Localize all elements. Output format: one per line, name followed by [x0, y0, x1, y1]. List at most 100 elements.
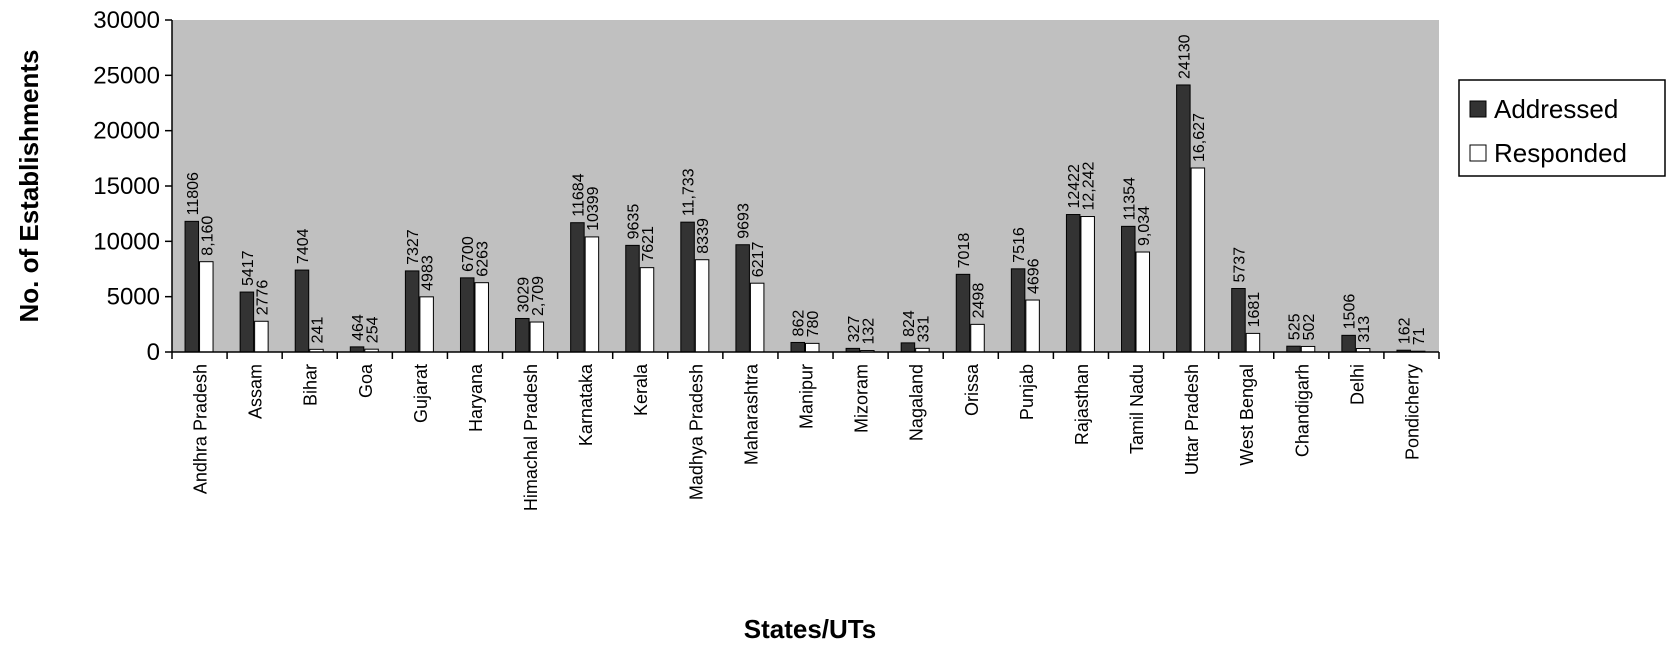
bar-addressed — [239, 291, 255, 353]
data-label-addressed: 327 — [846, 316, 863, 343]
data-label-responded: 6217 — [750, 242, 767, 278]
y-tick-label: 10000 — [93, 228, 160, 255]
data-label-addressed: 162 — [1397, 317, 1414, 344]
category-label: Mizoram — [852, 364, 872, 433]
category-label: Tamil Nadu — [1127, 364, 1147, 454]
bar-responded — [1190, 167, 1206, 353]
bar-responded — [694, 259, 710, 353]
bar-responded — [1025, 299, 1040, 353]
data-label-responded: 2498 — [971, 283, 988, 319]
data-label-responded: 6263 — [475, 241, 492, 277]
data-label-addressed: 862 — [791, 310, 808, 337]
bar-addressed — [570, 222, 585, 353]
data-label-addressed: 7516 — [1011, 227, 1028, 263]
category-label: Uttar Pradesh — [1182, 364, 1202, 475]
category-label: West Bengal — [1237, 364, 1257, 466]
data-label-addressed: 7404 — [295, 228, 312, 264]
data-label-responded: 8339 — [695, 218, 712, 254]
data-label-addressed: 11354 — [1121, 177, 1138, 220]
bar-responded — [805, 342, 820, 353]
data-label-responded: 7621 — [640, 226, 657, 262]
data-label-responded: 254 — [365, 316, 382, 343]
bar-responded — [474, 282, 489, 353]
bar-responded — [584, 236, 600, 353]
data-label-responded: 4696 — [1026, 258, 1043, 294]
category-label: Nagaland — [907, 364, 927, 441]
data-label-addressed: 7327 — [405, 229, 422, 265]
data-label-responded: 4983 — [420, 255, 437, 291]
bar-addressed — [515, 317, 530, 353]
data-label-responded: 9,034 — [1136, 206, 1153, 246]
legend: Addressed Responded — [1458, 79, 1666, 177]
category-label: Orissa — [962, 363, 982, 416]
data-label-responded: 502 — [1301, 314, 1318, 341]
data-label-addressed: 11806 — [185, 172, 202, 215]
data-label-addressed: 1506 — [1342, 294, 1359, 330]
data-label-addressed: 464 — [350, 314, 367, 341]
bar-responded — [970, 323, 985, 353]
category-label: Madhya Pradesh — [686, 364, 706, 500]
data-label-addressed: 9693 — [736, 203, 753, 239]
y-axis-title: No. of Establishments — [14, 49, 44, 322]
bar-addressed — [1286, 345, 1301, 353]
y-tick-label: 25000 — [93, 62, 160, 89]
data-label-addressed: 5417 — [240, 250, 257, 286]
category-label: Delhi — [1347, 364, 1367, 405]
data-label-addressed: 7018 — [956, 233, 973, 269]
y-tick-label: 5000 — [107, 284, 160, 311]
bar-responded — [419, 296, 434, 353]
data-label-addressed: 24130 — [1176, 34, 1193, 79]
bar-addressed — [955, 273, 971, 353]
bar-responded — [1080, 216, 1095, 353]
bar-addressed — [1341, 334, 1356, 353]
data-label-addressed: 6700 — [460, 236, 477, 272]
category-label: Andhra Pradesh — [191, 364, 211, 494]
legend-box — [1458, 79, 1666, 177]
y-tick-label: 0 — [147, 339, 160, 366]
legend-swatch-responded — [1469, 144, 1487, 162]
bar-responded — [529, 321, 545, 353]
data-label-responded: 241 — [309, 317, 326, 344]
bar-addressed — [1231, 288, 1246, 353]
data-label-responded: 132 — [860, 318, 877, 345]
bar-responded — [1300, 345, 1316, 353]
data-label-responded: 2,709 — [530, 276, 547, 316]
data-label-responded: 10399 — [585, 186, 602, 231]
bar-addressed — [1176, 84, 1191, 353]
category-label: Karnataka — [576, 363, 596, 446]
data-label-addressed: 12422 — [1066, 164, 1083, 209]
category-label: Pondicherry — [1402, 364, 1422, 460]
bar-addressed — [1065, 214, 1081, 353]
bar-addressed — [625, 244, 640, 353]
y-tick-label: 20000 — [93, 118, 160, 145]
bar-responded — [199, 261, 214, 353]
category-label: Bihar — [301, 364, 321, 406]
data-label-responded: 313 — [1356, 316, 1373, 343]
bar-responded — [1245, 332, 1261, 353]
data-label-addressed: 3029 — [515, 277, 532, 313]
bar-responded — [1135, 251, 1151, 353]
data-label-addressed: 525 — [1287, 313, 1304, 340]
category-label: Manipur — [797, 364, 817, 429]
bar-addressed — [790, 341, 805, 353]
category-label: Rajasthan — [1072, 364, 1092, 445]
data-label-addressed: 9635 — [625, 204, 642, 240]
bar-responded — [749, 282, 765, 353]
bar-addressed — [404, 270, 420, 353]
data-label-responded: 331 — [915, 316, 932, 343]
category-label: Maharashtra — [741, 363, 761, 465]
plot-area — [172, 20, 1439, 352]
data-label-responded: 71 — [1411, 327, 1428, 345]
category-label: Haryana — [466, 363, 486, 432]
category-label: Goa — [356, 363, 376, 398]
x-axis-title: States/UTs — [744, 614, 876, 644]
bar-addressed — [349, 346, 365, 353]
category-label: Chandigarh — [1292, 364, 1312, 457]
legend-label-addressed: Addressed — [1494, 94, 1618, 124]
data-label-addressed: 11,733 — [681, 168, 698, 216]
data-label-addressed: 11684 — [570, 173, 587, 216]
legend-swatch-addressed — [1469, 100, 1487, 118]
bar-addressed — [900, 342, 916, 353]
bar-addressed — [184, 220, 200, 353]
